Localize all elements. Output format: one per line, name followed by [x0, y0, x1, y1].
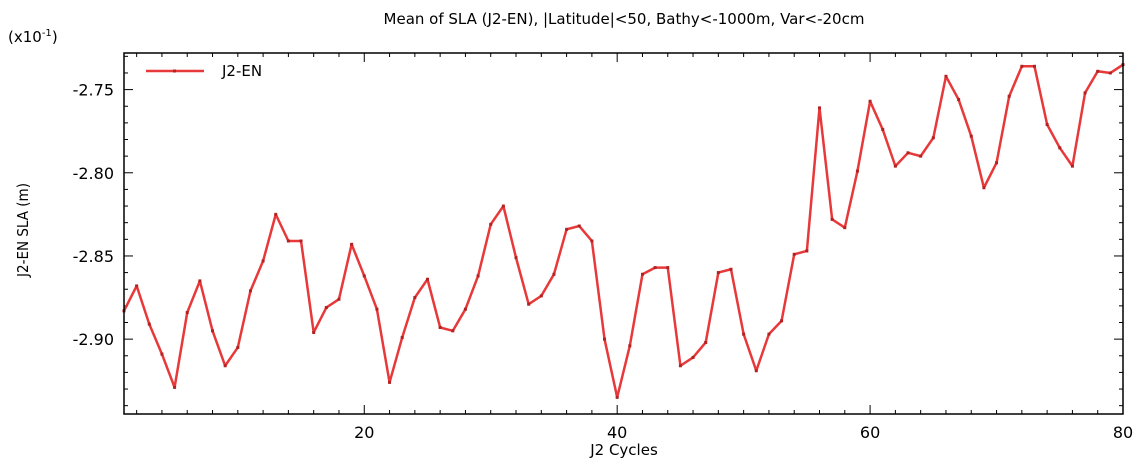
data-point	[805, 249, 809, 253]
data-point	[957, 98, 961, 102]
data-point	[489, 222, 493, 226]
data-point	[716, 271, 720, 275]
legend-label-j2-en: J2-EN	[221, 62, 262, 80]
data-point	[211, 329, 215, 333]
data-point	[185, 311, 189, 315]
data-point	[299, 239, 303, 243]
y-tick-label: -2.90	[73, 330, 114, 349]
data-point	[1096, 69, 1100, 73]
data-point	[881, 128, 885, 132]
data-point	[577, 224, 581, 228]
x-axis-label: J2 Cycles	[589, 441, 658, 458]
data-point	[337, 297, 341, 301]
y-tick-label: -2.75	[73, 81, 114, 100]
data-point	[818, 106, 822, 110]
data-point	[615, 395, 619, 399]
x-tick-label: 60	[860, 423, 880, 442]
data-point	[919, 154, 923, 158]
data-point	[944, 74, 948, 78]
y-tick-label: -2.80	[73, 164, 114, 183]
data-point	[729, 267, 733, 271]
data-point	[375, 307, 379, 311]
data-point	[248, 289, 252, 293]
data-point	[995, 161, 999, 165]
data-point	[653, 266, 657, 270]
data-point	[1032, 64, 1036, 68]
x-tick-label: 20	[354, 423, 374, 442]
data-point	[527, 302, 531, 306]
data-point	[742, 332, 746, 336]
data-point	[1020, 64, 1024, 68]
data-point	[362, 274, 366, 278]
data-point	[539, 294, 543, 298]
data-point	[1083, 91, 1087, 95]
legend-marker-j2-en	[173, 69, 176, 73]
data-point	[1007, 94, 1011, 98]
data-point	[855, 169, 859, 173]
y-tick-label: -2.85	[73, 247, 114, 266]
data-point	[767, 332, 771, 336]
y-multiplier-label: (x10-1)	[8, 28, 58, 46]
data-point	[350, 242, 354, 246]
x-tick-label: 40	[607, 423, 627, 442]
data-point	[501, 204, 505, 208]
data-point	[514, 256, 518, 260]
data-point	[147, 322, 151, 326]
data-point	[603, 337, 607, 341]
x-tick-label: 80	[1113, 423, 1133, 442]
data-point	[691, 355, 695, 359]
data-point	[565, 227, 569, 231]
y-axis-label: J2-EN SLA (m)	[14, 183, 32, 278]
data-point	[451, 329, 455, 333]
data-point	[198, 279, 202, 283]
data-point	[400, 335, 404, 339]
data-point	[438, 325, 442, 329]
legend: J2-EN	[146, 62, 262, 80]
data-point	[931, 136, 935, 140]
plot-frame	[123, 52, 1124, 415]
data-point	[160, 352, 164, 356]
data-point	[893, 164, 897, 168]
data-point	[792, 252, 796, 256]
data-point	[843, 226, 847, 230]
data-point	[324, 306, 328, 310]
data-point	[135, 284, 139, 288]
data-point	[1045, 123, 1049, 127]
data-point	[261, 259, 265, 263]
data-point	[223, 364, 227, 368]
chart-title: Mean of SLA (J2-EN), |Latitude|<50, Bath…	[384, 10, 865, 28]
data-point	[830, 217, 834, 221]
data-point	[1070, 164, 1074, 168]
data-point	[982, 186, 986, 190]
data-point	[1108, 71, 1112, 75]
data-point	[1058, 146, 1062, 150]
data-point	[678, 364, 682, 368]
data-point	[286, 239, 290, 243]
data-point	[628, 344, 632, 348]
data-point	[413, 296, 417, 300]
data-point	[704, 340, 708, 344]
data-point	[425, 277, 429, 281]
data-point	[969, 134, 973, 138]
series-line-j2-en	[122, 63, 1124, 399]
data-point	[754, 369, 758, 373]
data-point	[312, 330, 316, 334]
data-point	[476, 274, 480, 278]
data-point	[552, 272, 556, 276]
data-point	[463, 307, 467, 311]
data-point	[173, 385, 177, 389]
data-point	[590, 239, 594, 243]
data-point	[236, 345, 240, 349]
data-point	[906, 151, 910, 155]
data-point	[640, 272, 644, 276]
data-point	[868, 99, 872, 103]
data-point	[274, 212, 278, 216]
data-point	[780, 319, 784, 323]
data-point	[666, 266, 670, 270]
data-point	[388, 380, 392, 384]
